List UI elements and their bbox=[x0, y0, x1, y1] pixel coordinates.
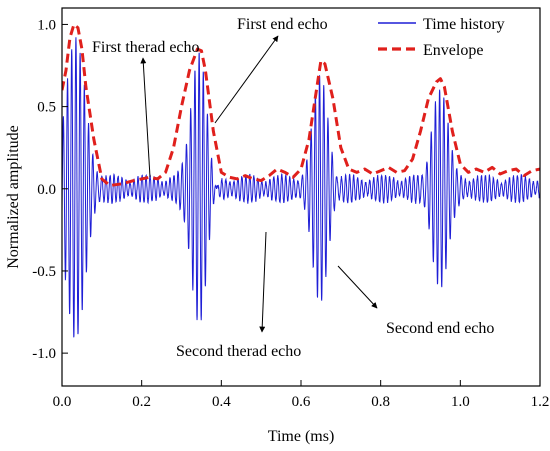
plot-area bbox=[62, 22, 540, 338]
x-axis-title: Time (ms) bbox=[268, 428, 335, 445]
legend: Time history Envelope bbox=[378, 16, 505, 59]
series-layer bbox=[62, 22, 540, 338]
annotation-arrow-first-therad bbox=[140, 57, 151, 178]
x-tick-label: 0.4 bbox=[212, 394, 231, 410]
annotation-arrow-second-therad bbox=[259, 231, 267, 333]
annotations: First therad echo First end echo Second … bbox=[92, 16, 494, 360]
legend-label-time-history: Time history bbox=[423, 16, 505, 33]
annotation-first-end-echo: First end echo bbox=[237, 16, 328, 33]
y-tick-label: 0.5 bbox=[37, 100, 56, 116]
series-envelope bbox=[62, 22, 540, 187]
annotation-arrow-second-end bbox=[337, 265, 378, 309]
x-tick-label: 1.0 bbox=[451, 394, 470, 410]
y-tick-label: -1.0 bbox=[32, 346, 56, 362]
x-axis: 0.0 0.2 0.4 0.6 0.8 1.0 1.2 bbox=[53, 380, 550, 410]
y-tick-label: 0.0 bbox=[37, 182, 56, 198]
annotation-second-therad-echo: Second therad echo bbox=[176, 343, 301, 360]
x-tick-label: 0.8 bbox=[371, 394, 390, 410]
annotation-second-end-echo: Second end echo bbox=[386, 320, 494, 337]
annotation-arrow-first-end bbox=[214, 35, 279, 124]
y-tick-label: 1.0 bbox=[37, 17, 56, 33]
y-tick-label: -0.5 bbox=[32, 264, 56, 280]
y-axis: -1.0 -0.5 0.0 0.5 1.0 bbox=[32, 17, 68, 362]
x-tick-label: 0.6 bbox=[292, 394, 311, 410]
x-tick-label: 1.2 bbox=[531, 394, 550, 410]
x-tick-label: 0.0 bbox=[53, 394, 72, 410]
annotation-first-therad-echo: First therad echo bbox=[92, 39, 200, 56]
x-tick-label: 0.2 bbox=[132, 394, 151, 410]
y-axis-title: Normalized amplitude bbox=[5, 125, 22, 269]
legend-label-envelope: Envelope bbox=[423, 42, 483, 59]
series-time-history bbox=[62, 37, 540, 338]
